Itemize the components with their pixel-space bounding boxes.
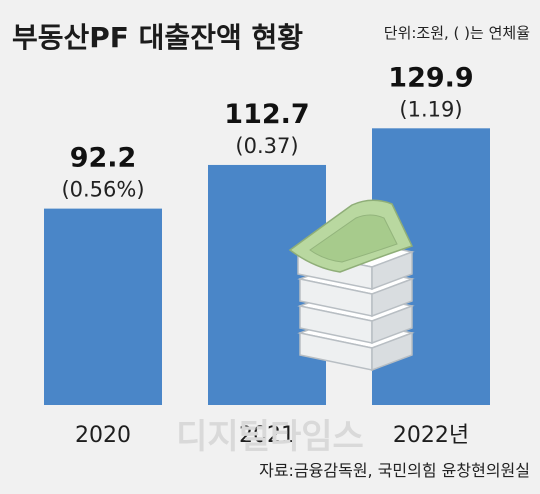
x-tick-label: 2021 xyxy=(239,423,295,448)
bar-2020 xyxy=(44,208,162,405)
unit-note: 단위:조원, ( )는 연체율 xyxy=(384,24,530,42)
delinquency-label: (0.37) xyxy=(235,134,298,158)
value-label: 112.7 xyxy=(224,99,309,130)
value-label: 129.9 xyxy=(388,62,473,93)
x-tick-label: 2022년 xyxy=(393,423,469,448)
value-label: 92.2 xyxy=(70,143,137,174)
bar-labels: 92.2 (0.56%) 112.7 (0.37) 129.9 (1.19) xyxy=(61,62,473,201)
x-axis-ticks: 2020 2021 2022년 xyxy=(75,423,469,448)
delinquency-label: (1.19) xyxy=(399,97,462,121)
x-tick-label: 2020 xyxy=(75,423,131,448)
money-stack-icon xyxy=(288,199,415,372)
watermark: 디지털타임스 xyxy=(176,417,364,457)
chart-title: 부동산PF 대출잔액 현황 xyxy=(12,21,303,54)
delinquency-label: (0.56%) xyxy=(61,178,144,202)
source-note: 자료:금융감독원, 국민의힘 윤창현의원실 xyxy=(259,461,530,480)
